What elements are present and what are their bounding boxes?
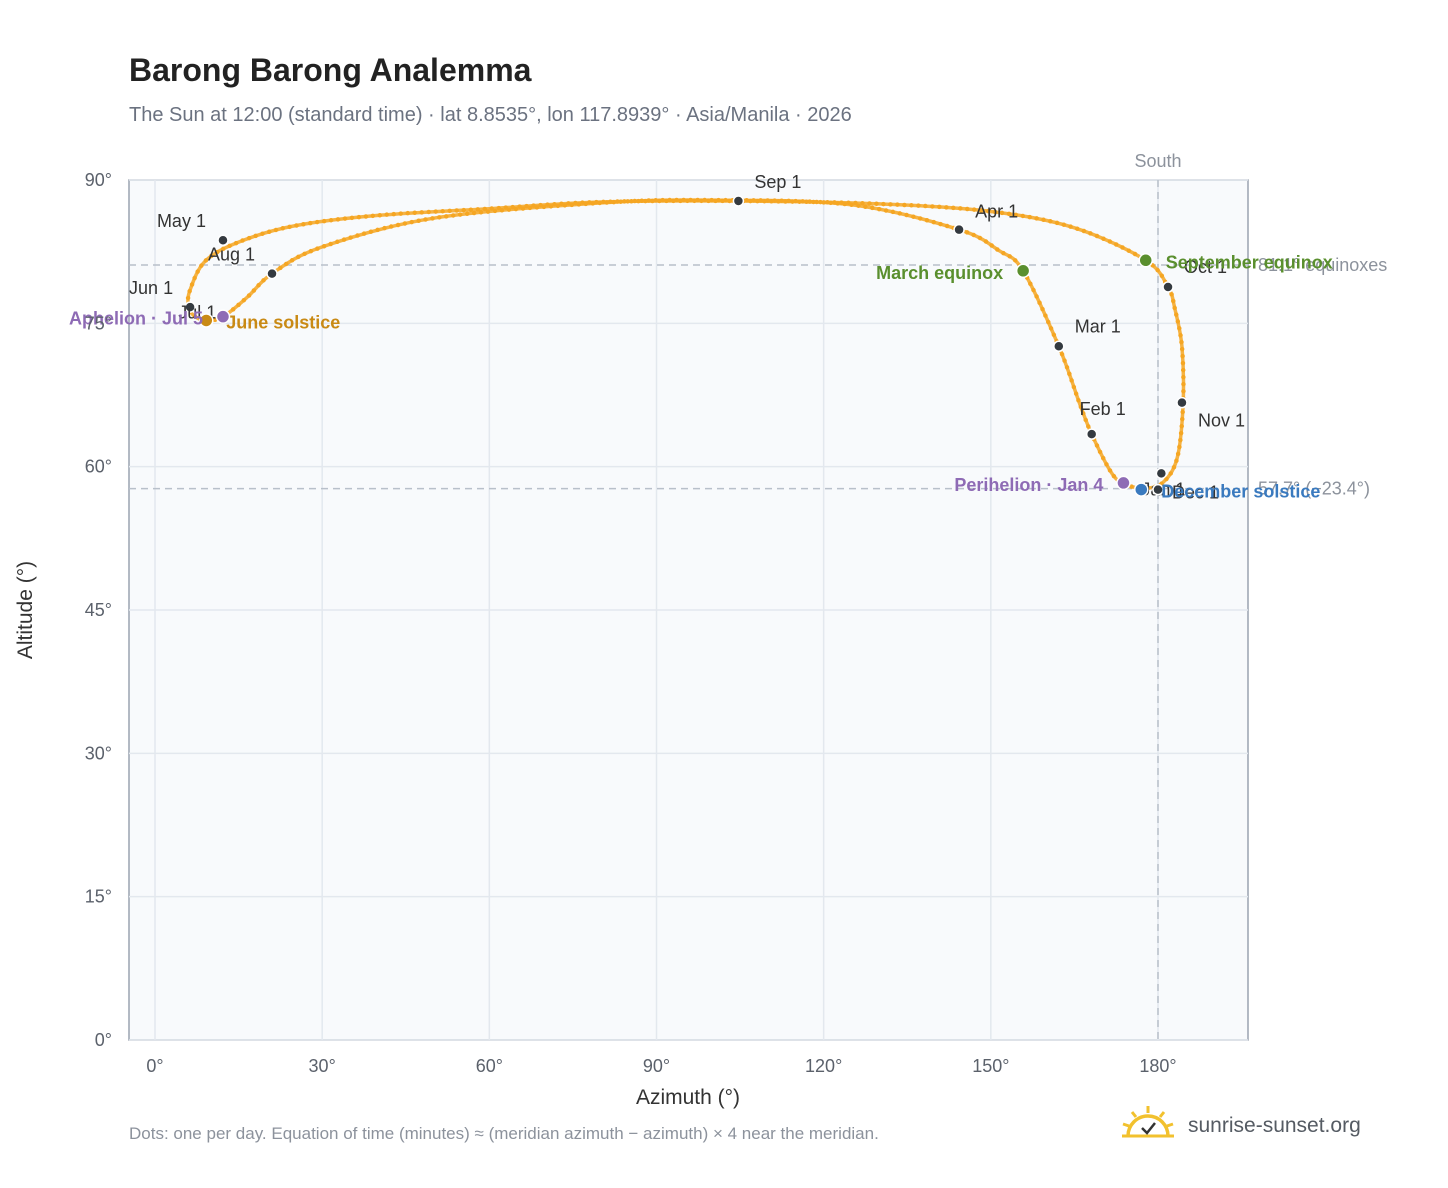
month-label: Aug 1 — [208, 245, 255, 265]
y-axis-title: Altitude (°) — [14, 561, 37, 659]
x-tick-label: 90° — [643, 1056, 670, 1076]
y-tick-label: 60° — [85, 457, 112, 477]
y-tick-label: 45° — [85, 600, 112, 620]
event-marker — [1116, 475, 1131, 491]
event-marker — [1138, 253, 1153, 268]
footnote: Dots: one per day. Equation of time (min… — [129, 1124, 879, 1143]
x-tick-label: 30° — [309, 1056, 336, 1076]
event-label: March equinox — [876, 263, 1003, 283]
month-marker — [1155, 467, 1168, 480]
month-marker — [217, 234, 229, 246]
y-tick-label: 90° — [85, 170, 112, 190]
y-tick-label: 15° — [85, 887, 112, 907]
x-tick-label: 120° — [805, 1056, 842, 1076]
event-marker — [199, 313, 214, 328]
brand-name: sunrise-sunset.org — [1188, 1114, 1361, 1137]
axis-ticks: 0° 30° 60° 90° 120° 150° 180° 0° 15° 30° 45° 60° 75°… — [85, 170, 1177, 1076]
event-label: Perihelion · Jan 4 — [954, 475, 1103, 495]
month-label: Jun 1 — [129, 278, 173, 298]
x-tick-label: 0° — [146, 1056, 163, 1076]
month-label: Sep 1 — [754, 172, 801, 192]
month-marker — [953, 223, 965, 236]
south-label: South — [1134, 151, 1181, 171]
month-marker — [266, 267, 278, 280]
x-tick-label: 60° — [476, 1056, 503, 1076]
altitude-reference-label: 81.1° equinoxes — [1258, 255, 1387, 275]
y-tick-label: 0° — [95, 1030, 112, 1050]
grid — [129, 179, 1248, 1041]
event-marker — [1015, 263, 1031, 279]
month-marker — [184, 301, 196, 313]
event-label: Aphelion · Jul 5 — [69, 309, 203, 329]
x-tick-label: 180° — [1139, 1056, 1176, 1076]
month-marker — [1162, 281, 1174, 293]
month-label: Apr 1 — [975, 202, 1018, 222]
brand[interactable]: sunrise-sunset.org — [1120, 1104, 1361, 1148]
month-marker — [732, 195, 745, 207]
event-label: June solstice — [226, 312, 340, 332]
month-label: Dec 1 — [1172, 483, 1219, 503]
x-tick-label: 150° — [972, 1056, 1009, 1076]
month-label: Oct 1 — [1184, 257, 1227, 277]
chart-title: Barong Barong Analemma — [129, 52, 532, 88]
event-marker — [215, 309, 231, 324]
month-marker — [1085, 428, 1098, 440]
month-marker — [1053, 340, 1065, 353]
month-label: Feb 1 — [1080, 399, 1126, 419]
chart-subtitle: The Sun at 12:00 (standard time) · lat 8… — [129, 104, 852, 126]
y-tick-label: 75° — [85, 313, 112, 333]
month-label: Nov 1 — [1198, 411, 1245, 431]
month-marker — [1152, 483, 1164, 496]
month-label: Mar 1 — [1075, 316, 1121, 336]
reference-lines: South 81.1° equinoxes 57.7° (−23.4°) — [129, 151, 1387, 1040]
altitude-reference-label: 57.7° (−23.4°) — [1258, 479, 1370, 499]
event-marker — [1134, 482, 1149, 497]
sun-logo-icon — [1120, 1104, 1176, 1149]
month-marker — [1176, 396, 1188, 409]
month-label: May 1 — [157, 211, 206, 231]
event-label: September equinox — [1166, 252, 1333, 272]
x-axis-title: Azimuth (°) — [636, 1086, 740, 1109]
y-tick-label: 30° — [85, 743, 112, 763]
event-label: December solstice — [1161, 482, 1320, 502]
